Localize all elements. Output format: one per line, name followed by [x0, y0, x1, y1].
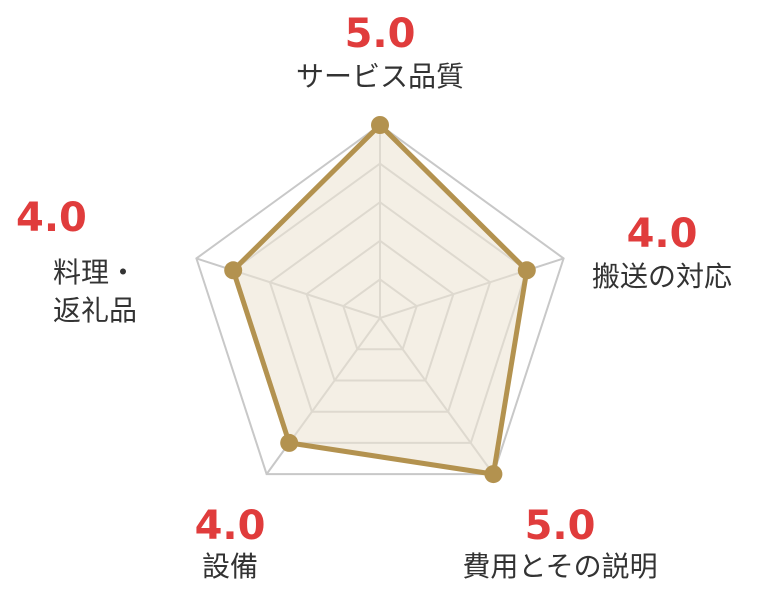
label-food-line2: 返礼品	[52, 294, 137, 327]
series-area	[230, 122, 530, 477]
label-transport: 搬送の対応	[591, 260, 732, 293]
label-food-line1: 料理・	[52, 256, 137, 289]
score-cost: 5.0	[524, 503, 596, 549]
label-cost: 費用とその説明	[462, 550, 658, 583]
axis-label-cost: 5.0 費用とその説明	[420, 504, 700, 584]
axis-label-equipment: 4.0 設備	[140, 504, 320, 584]
data-point-cost	[484, 465, 503, 484]
axis-label-food: 4.0 料理・ 返礼品	[0, 196, 190, 328]
data-point-transport	[517, 261, 536, 280]
score-equipment: 4.0	[194, 503, 266, 549]
data-point-equipment	[280, 433, 299, 452]
axis-label-service: 5.0 サービス品質	[230, 12, 530, 94]
score-food: 4.0	[16, 195, 87, 241]
axis-label-transport: 4.0 搬送の対応	[562, 212, 760, 294]
label-service: サービス品質	[295, 60, 464, 93]
data-point-service	[371, 116, 389, 134]
label-equipment: 設備	[201, 550, 258, 583]
grid-ring-5	[195, 123, 565, 476]
score-transport: 4.0	[626, 211, 698, 257]
score-service: 5.0	[344, 11, 416, 57]
data-point-food	[224, 261, 243, 280]
